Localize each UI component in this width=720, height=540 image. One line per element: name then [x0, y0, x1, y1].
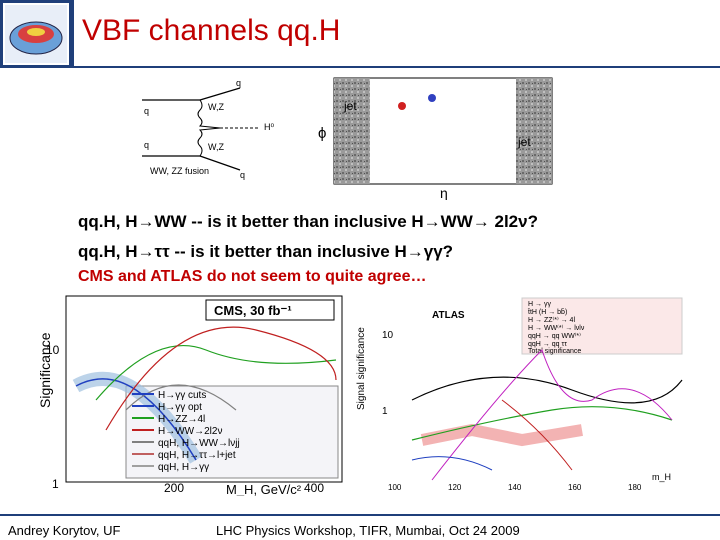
atlas-xtick: 100 — [388, 483, 402, 492]
cms-logo-icon — [3, 3, 69, 65]
atlas-legend-entry: Total significance — [528, 348, 581, 355]
detector-view: jet jet ϕ η — [318, 77, 553, 200]
jet-particle-icon — [398, 102, 406, 110]
atlas-xtick: 160 — [568, 483, 582, 492]
feynman-label: q — [240, 170, 245, 180]
cms-xtick: 200 — [164, 481, 184, 495]
atlas-xtick: 140 — [508, 483, 522, 492]
cms-plot: CMS, 30 fb⁻¹ Significance 10 1 200 400 M… — [37, 295, 343, 496]
atlas-ylabel: Signal significance — [356, 327, 367, 410]
cms-legend: H→γγ cuts H→γγ opt H→ZZ→4l H→WW→2l2ν qqH… — [132, 390, 240, 473]
jet-label-top: jet — [343, 99, 357, 113]
atlas-plot: Signal significance 10 1 ATLAS H → γγ t̄… — [356, 294, 683, 492]
jet-label-right: jet — [517, 135, 531, 149]
title-bar — [74, 0, 720, 68]
cms-xlabel: M_H, GeV/c² — [226, 482, 302, 496]
eta-label: η — [440, 185, 448, 200]
phi-label: ϕ — [318, 125, 326, 142]
text-line-1: qq.H, H→WW -- is it better than inclusiv… — [78, 212, 538, 231]
cms-legend-box — [125, 385, 339, 479]
cms-legend-entry: H→ZZ→4l — [158, 414, 205, 425]
slide-title: VBF channels qq.H — [82, 14, 341, 47]
footer-author: Andrey Korytov, UF — [8, 523, 121, 538]
atlas-legend: H → γγ t̄tH (H → bb̄) H → ZZ⁽*⁾ → 4l H →… — [528, 301, 585, 355]
atlas-legend-entry: H → ZZ⁽*⁾ → 4l — [528, 316, 575, 324]
footer-rule — [0, 514, 720, 516]
feynman-label: H⁰ — [264, 122, 274, 132]
atlas-ytick: 10 — [382, 330, 394, 341]
cms-legend-entry: qqH, H→WW→lνjj — [158, 438, 240, 449]
feynman-diagram: q q q q W,Z W,Z H⁰ WW, ZZ fusion — [140, 78, 290, 180]
atlas-xtick: 180 — [628, 483, 642, 492]
feynman-caption: WW, ZZ fusion — [150, 166, 209, 176]
atlas-xlabel: m_H — [652, 472, 671, 482]
logo — [0, 0, 77, 68]
text-line-3: CMS and ATLAS do not seem to quite agree… — [78, 268, 427, 285]
text-line-2: qq.H, H→ττ -- is it better than inclusiv… — [78, 242, 454, 261]
cms-legend-entry: qqH, H→ττ→l+jet — [158, 450, 236, 461]
atlas-legend-entry: qqH → qq ττ — [528, 341, 567, 348]
cms-xtick: 400 — [304, 481, 324, 495]
atlas-header: ATLAS — [432, 310, 465, 321]
atlas-xtick: 120 — [448, 483, 462, 492]
feynman-label: W,Z — [208, 102, 224, 112]
footer-event: LHC Physics Workshop, TIFR, Mumbai, Oct … — [216, 523, 520, 538]
atlas-ytick: 1 — [382, 406, 388, 417]
cms-legend-entry: H→γγ opt — [158, 402, 202, 413]
title-rule — [74, 66, 720, 68]
cms-ytick: 10 — [46, 343, 60, 357]
feynman-label: q — [144, 106, 149, 116]
cms-legend-entry: H→WW→2l2ν — [158, 426, 222, 437]
cms-ylabel: Significance — [37, 332, 53, 408]
feynman-label: q — [144, 140, 149, 150]
jet-particle-icon — [428, 94, 436, 102]
feynman-label: W,Z — [208, 142, 224, 152]
atlas-legend-entry: H → γγ — [528, 301, 551, 308]
atlas-legend-entry: H → WW⁽*⁾ → lνlν — [528, 324, 585, 332]
cms-xtick: 1 — [52, 477, 59, 491]
cms-header: CMS, 30 fb⁻¹ — [214, 303, 292, 318]
atlas-legend-entry: qqH → qq WW⁽*⁾ — [528, 332, 581, 340]
atlas-legend-entry: t̄tH (H → bb̄) — [528, 308, 567, 316]
feynman-label: q — [236, 78, 241, 88]
cms-legend-entry: H→γγ cuts — [158, 390, 206, 401]
cms-legend-entry: qqH, H→γγ — [158, 462, 209, 473]
